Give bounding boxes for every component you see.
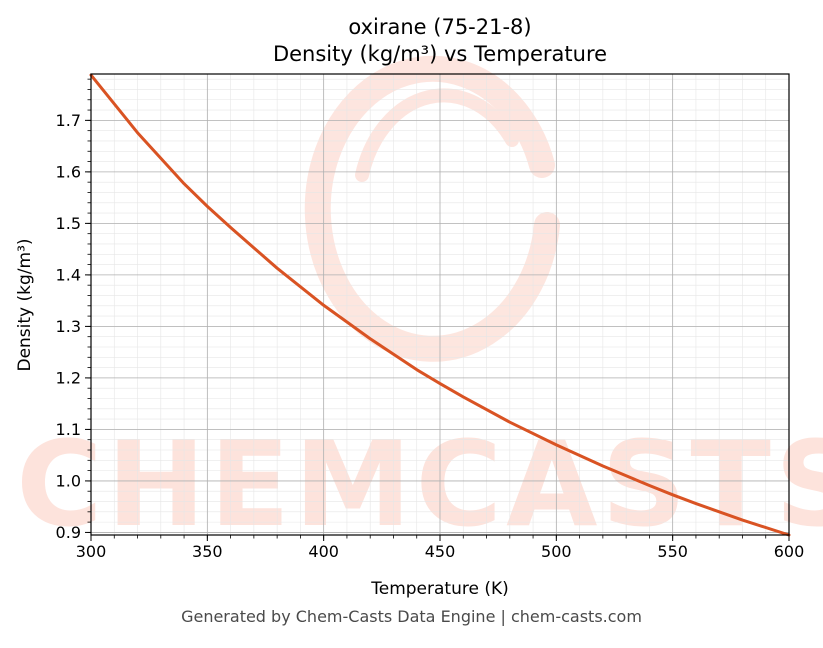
y-tick-label: 1.1 bbox=[56, 420, 81, 439]
watermark-text: CHEMCASTS bbox=[16, 415, 823, 553]
y-tick-label: 1.6 bbox=[56, 162, 81, 181]
chart-subtitle: Density (kg/m³) vs Temperature bbox=[273, 42, 607, 66]
x-tick-label: 500 bbox=[541, 542, 572, 561]
y-tick-label: 1.4 bbox=[56, 265, 81, 284]
density-series-line bbox=[89, 73, 791, 537]
y-tick-label: 1.7 bbox=[56, 111, 81, 130]
watermark-logo-arc bbox=[304, 55, 560, 362]
major-grid bbox=[90, 74, 790, 535]
x-axis-label: Temperature (K) bbox=[370, 579, 509, 599]
y-tick-label: 1.3 bbox=[56, 317, 81, 336]
x-axis: 300 350 400 450 500 550 600 bbox=[76, 535, 805, 561]
x-tick-label: 450 bbox=[425, 542, 456, 561]
watermark-layer: CHEMCASTS bbox=[16, 55, 823, 553]
footer-credit: Generated by Chem-Casts Data Engine | ch… bbox=[181, 607, 642, 626]
x-tick-label: 600 bbox=[774, 542, 805, 561]
x-tick-label: 350 bbox=[192, 542, 223, 561]
series-layer bbox=[89, 73, 791, 537]
x-tick-label: 300 bbox=[76, 542, 107, 561]
chart-title: oxirane (75-21-8) bbox=[348, 15, 531, 39]
y-tick-label: 1.0 bbox=[56, 471, 81, 490]
x-tick-label: 400 bbox=[308, 542, 339, 561]
y-tick-label: 0.9 bbox=[56, 523, 81, 542]
x-tick-label: 550 bbox=[657, 542, 688, 561]
watermark-logo-inner-arc bbox=[355, 88, 519, 182]
y-tick-label: 1.2 bbox=[56, 368, 81, 387]
y-axis: 0.9 1.0 1.1 1.2 1.3 1.4 1.5 1.6 1.7 bbox=[56, 78, 91, 542]
y-axis-label: Density (kg/m³) bbox=[15, 238, 35, 371]
y-tick-label: 1.5 bbox=[56, 214, 81, 233]
